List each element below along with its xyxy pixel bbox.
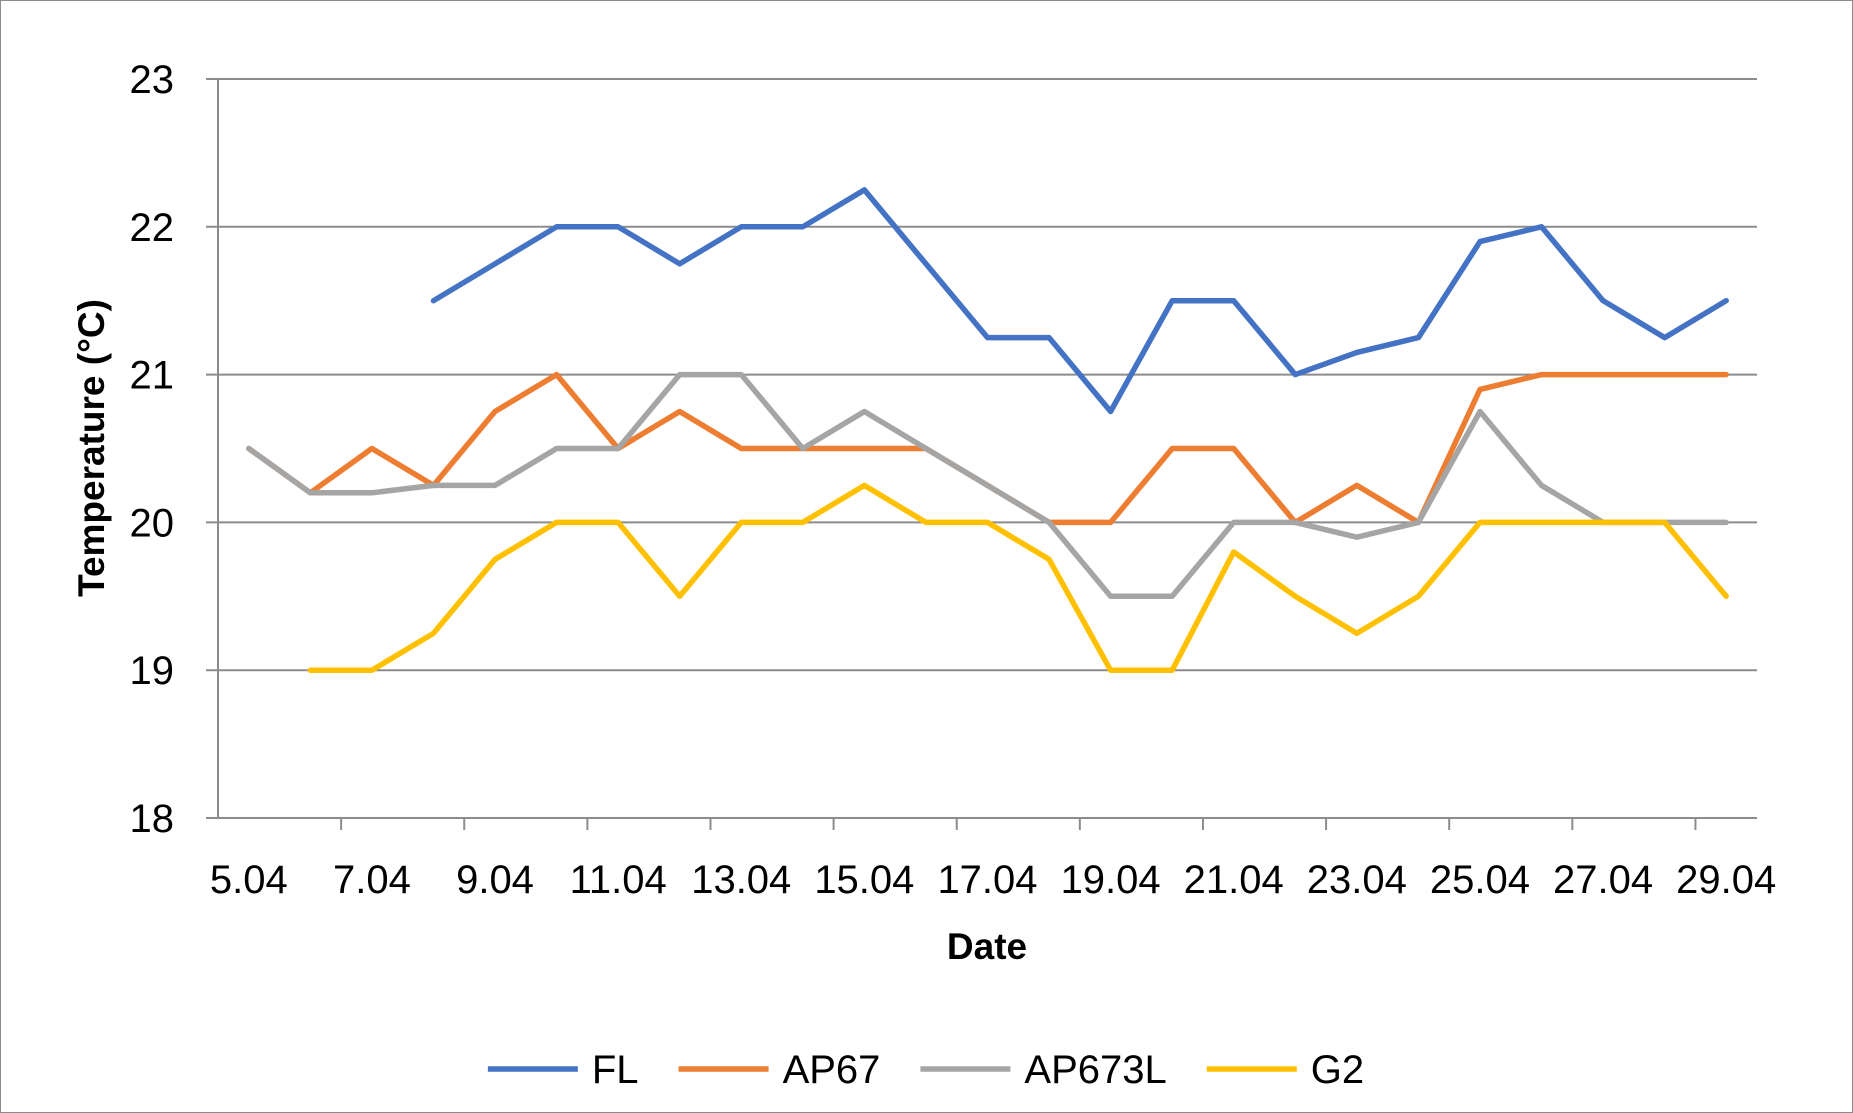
series-line-ap673l (246, 371, 1729, 600)
y-tick-label: 20 (130, 501, 175, 545)
x-tick-label: 29.04 (1676, 858, 1776, 902)
legend-label: G2 (1311, 1048, 1364, 1092)
x-tick-label: 7.04 (333, 858, 411, 902)
x-tick-label: 15.04 (814, 858, 914, 902)
series-line-g2 (307, 482, 1729, 673)
x-tick-label: 25.04 (1430, 858, 1530, 902)
y-tick-label: 18 (130, 797, 175, 841)
x-tick-label: 9.04 (456, 858, 534, 902)
x-tick-label: 19.04 (1061, 858, 1161, 902)
gridlines (206, 78, 1757, 819)
series-line-ap67 (246, 371, 1729, 526)
x-tick-label: 5.04 (210, 858, 288, 902)
x-tick-label: 11.04 (570, 858, 667, 902)
y-axis-title: Temperature (°C) (71, 299, 112, 597)
x-tick-label: 17.04 (937, 858, 1037, 902)
y-tick-label: 22 (130, 206, 175, 250)
legend: FL AP67 AP673L G2 (487, 1048, 1364, 1092)
x-tick-label: 23.04 (1307, 858, 1407, 902)
series-lines (246, 187, 1729, 673)
x-axis-title: Date (947, 926, 1027, 967)
legend-label: FL (592, 1048, 639, 1092)
x-tick-label: 13.04 (691, 858, 791, 902)
y-tick-label: 23 (130, 58, 175, 102)
x-tick-label: 27.04 (1553, 858, 1653, 902)
x-tick-labels: 5.04 7.04 9.04 11.04 13.04 15.04 17.04 19.04 21.… (210, 858, 1776, 902)
legend-label: AP67 (783, 1048, 881, 1092)
y-tick-label: 21 (130, 354, 175, 398)
legend-item-g2: G2 (1206, 1048, 1364, 1092)
x-tick-label: 21.04 (1184, 858, 1284, 902)
y-tick-label: 19 (130, 649, 175, 693)
legend-item-ap67: AP67 (678, 1048, 881, 1092)
legend-item-fl: FL (487, 1048, 639, 1092)
y-tick-labels: 18 19 20 21 22 23 (130, 58, 175, 841)
axes (217, 79, 1757, 830)
legend-label: AP673L (1024, 1048, 1166, 1092)
series-line-fl (430, 187, 1729, 415)
legend-item-ap673l: AP673L (920, 1048, 1167, 1092)
